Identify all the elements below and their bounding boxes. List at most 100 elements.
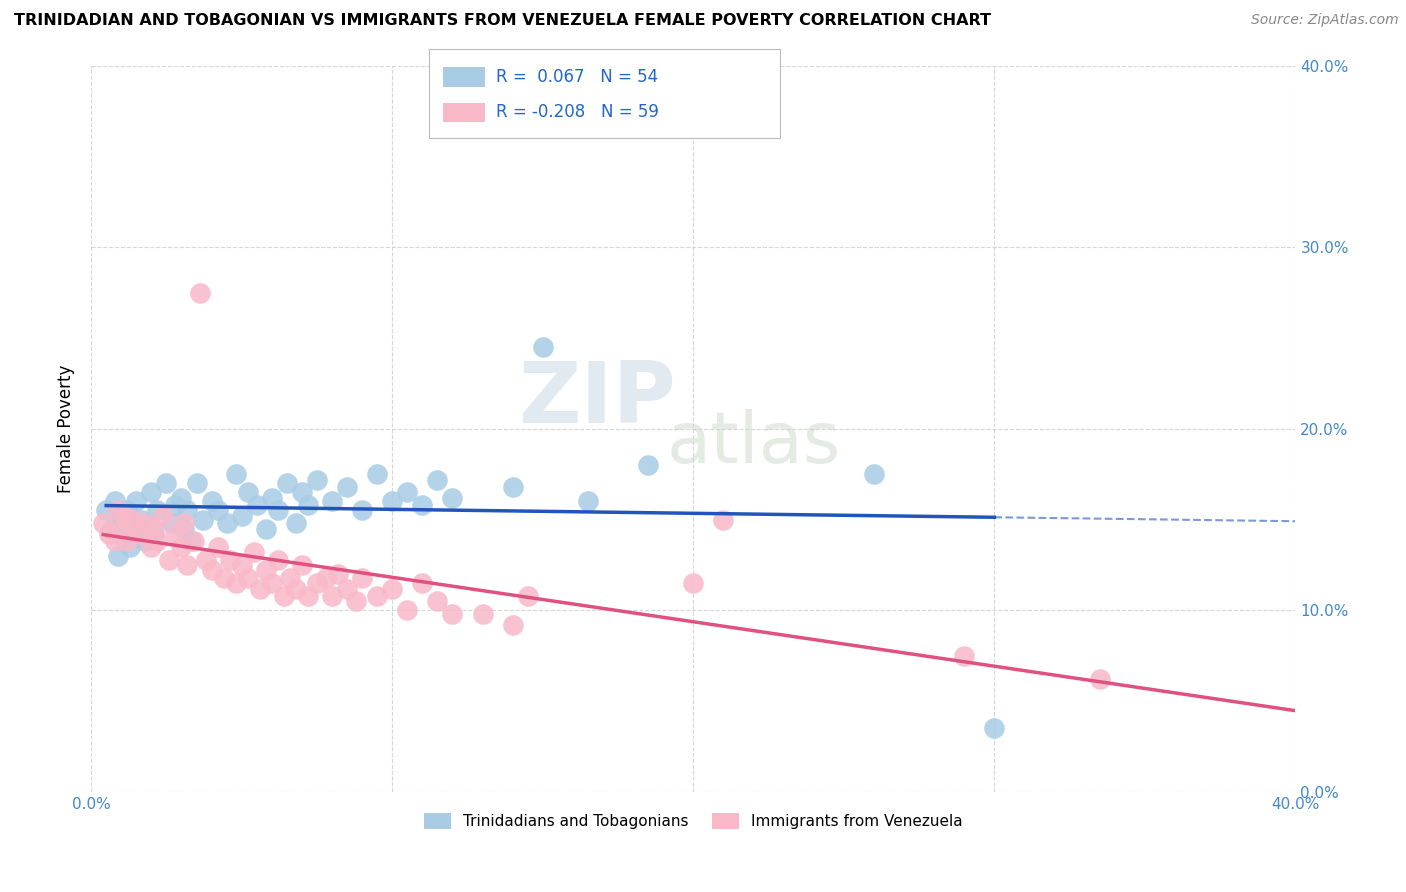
Point bbox=[411, 576, 433, 591]
Bar bbox=[443, 103, 485, 122]
Point bbox=[212, 571, 235, 585]
Point bbox=[254, 563, 277, 577]
Point bbox=[305, 473, 328, 487]
Point bbox=[104, 534, 127, 549]
Point bbox=[200, 494, 222, 508]
Point bbox=[165, 498, 187, 512]
Text: R =  0.067   N = 54: R = 0.067 N = 54 bbox=[496, 68, 658, 86]
Point bbox=[104, 494, 127, 508]
Point bbox=[682, 576, 704, 591]
Point bbox=[218, 552, 240, 566]
Legend: Trinidadians and Tobagonians, Immigrants from Venezuela: Trinidadians and Tobagonians, Immigrants… bbox=[418, 807, 969, 835]
Point bbox=[131, 512, 153, 526]
Point bbox=[426, 473, 449, 487]
Point bbox=[152, 508, 174, 523]
Point bbox=[254, 522, 277, 536]
Point bbox=[297, 498, 319, 512]
Point bbox=[173, 522, 195, 536]
Point bbox=[112, 508, 135, 523]
Point bbox=[207, 540, 229, 554]
Point bbox=[143, 522, 166, 536]
Point bbox=[215, 516, 238, 531]
Point bbox=[471, 607, 494, 621]
Point bbox=[273, 589, 295, 603]
Point bbox=[170, 540, 193, 554]
Point bbox=[344, 594, 367, 608]
Point bbox=[953, 648, 976, 663]
Point bbox=[101, 522, 124, 536]
Point bbox=[426, 594, 449, 608]
Point bbox=[863, 467, 886, 482]
Bar bbox=[443, 67, 485, 87]
Text: TRINIDADIAN AND TOBAGONIAN VS IMMIGRANTS FROM VENEZUELA FEMALE POVERTY CORRELATI: TRINIDADIAN AND TOBAGONIAN VS IMMIGRANTS… bbox=[14, 13, 991, 29]
Point bbox=[186, 476, 208, 491]
Point bbox=[260, 491, 283, 505]
Point bbox=[352, 571, 374, 585]
Point bbox=[366, 589, 388, 603]
Point bbox=[1088, 673, 1111, 687]
Point bbox=[502, 618, 524, 632]
Point bbox=[276, 476, 298, 491]
Point bbox=[200, 563, 222, 577]
Point bbox=[983, 722, 1005, 736]
Point bbox=[162, 516, 184, 531]
Point bbox=[637, 458, 659, 472]
Point bbox=[576, 494, 599, 508]
Point bbox=[165, 527, 187, 541]
Point bbox=[117, 503, 139, 517]
Point bbox=[267, 552, 290, 566]
Point bbox=[284, 582, 307, 596]
Point bbox=[231, 558, 253, 572]
Point bbox=[128, 522, 150, 536]
Point bbox=[249, 582, 271, 596]
Point bbox=[441, 491, 464, 505]
Point bbox=[143, 527, 166, 541]
Point bbox=[146, 503, 169, 517]
Point bbox=[291, 485, 314, 500]
Point bbox=[176, 558, 198, 572]
Point bbox=[531, 340, 554, 354]
Point bbox=[117, 534, 139, 549]
Point bbox=[107, 549, 129, 563]
Point bbox=[107, 503, 129, 517]
Point bbox=[297, 589, 319, 603]
Point bbox=[110, 522, 132, 536]
Point bbox=[411, 498, 433, 512]
Point bbox=[381, 582, 404, 596]
Point bbox=[260, 576, 283, 591]
Point bbox=[120, 540, 142, 554]
Point bbox=[176, 503, 198, 517]
Point bbox=[112, 531, 135, 545]
Point bbox=[207, 503, 229, 517]
Point bbox=[141, 540, 163, 554]
Point bbox=[321, 589, 343, 603]
Text: ZIP: ZIP bbox=[517, 359, 676, 442]
Text: R = -0.208   N = 59: R = -0.208 N = 59 bbox=[496, 103, 659, 121]
Point bbox=[134, 534, 156, 549]
Point bbox=[173, 516, 195, 531]
Point bbox=[225, 467, 247, 482]
Point bbox=[284, 516, 307, 531]
Point bbox=[191, 512, 214, 526]
Text: atlas: atlas bbox=[666, 409, 841, 478]
Point bbox=[231, 508, 253, 523]
Point bbox=[134, 516, 156, 531]
Point bbox=[194, 552, 217, 566]
Point bbox=[128, 527, 150, 541]
Point bbox=[188, 285, 211, 300]
Point bbox=[98, 527, 121, 541]
Point bbox=[321, 494, 343, 508]
Point bbox=[291, 558, 314, 572]
Point bbox=[246, 498, 269, 512]
Point bbox=[502, 480, 524, 494]
Point bbox=[159, 552, 181, 566]
Point bbox=[267, 503, 290, 517]
Point bbox=[278, 571, 301, 585]
Point bbox=[326, 567, 349, 582]
Point bbox=[91, 516, 114, 531]
Point bbox=[225, 576, 247, 591]
Point bbox=[236, 485, 259, 500]
Point bbox=[170, 491, 193, 505]
Point bbox=[125, 494, 148, 508]
Point bbox=[183, 534, 205, 549]
